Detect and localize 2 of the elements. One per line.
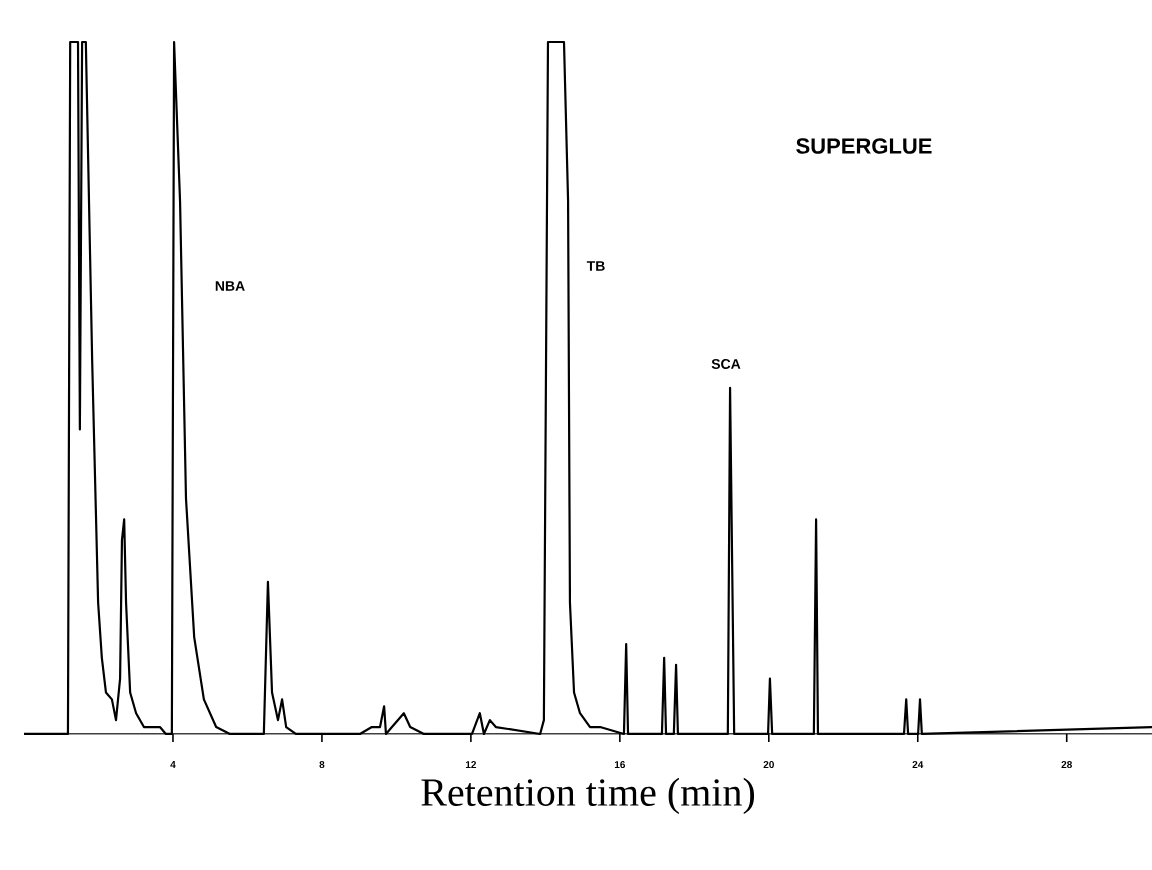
x-axis-title: Retention time (min) (421, 777, 755, 815)
text: SUPERGLUE (796, 138, 932, 154)
